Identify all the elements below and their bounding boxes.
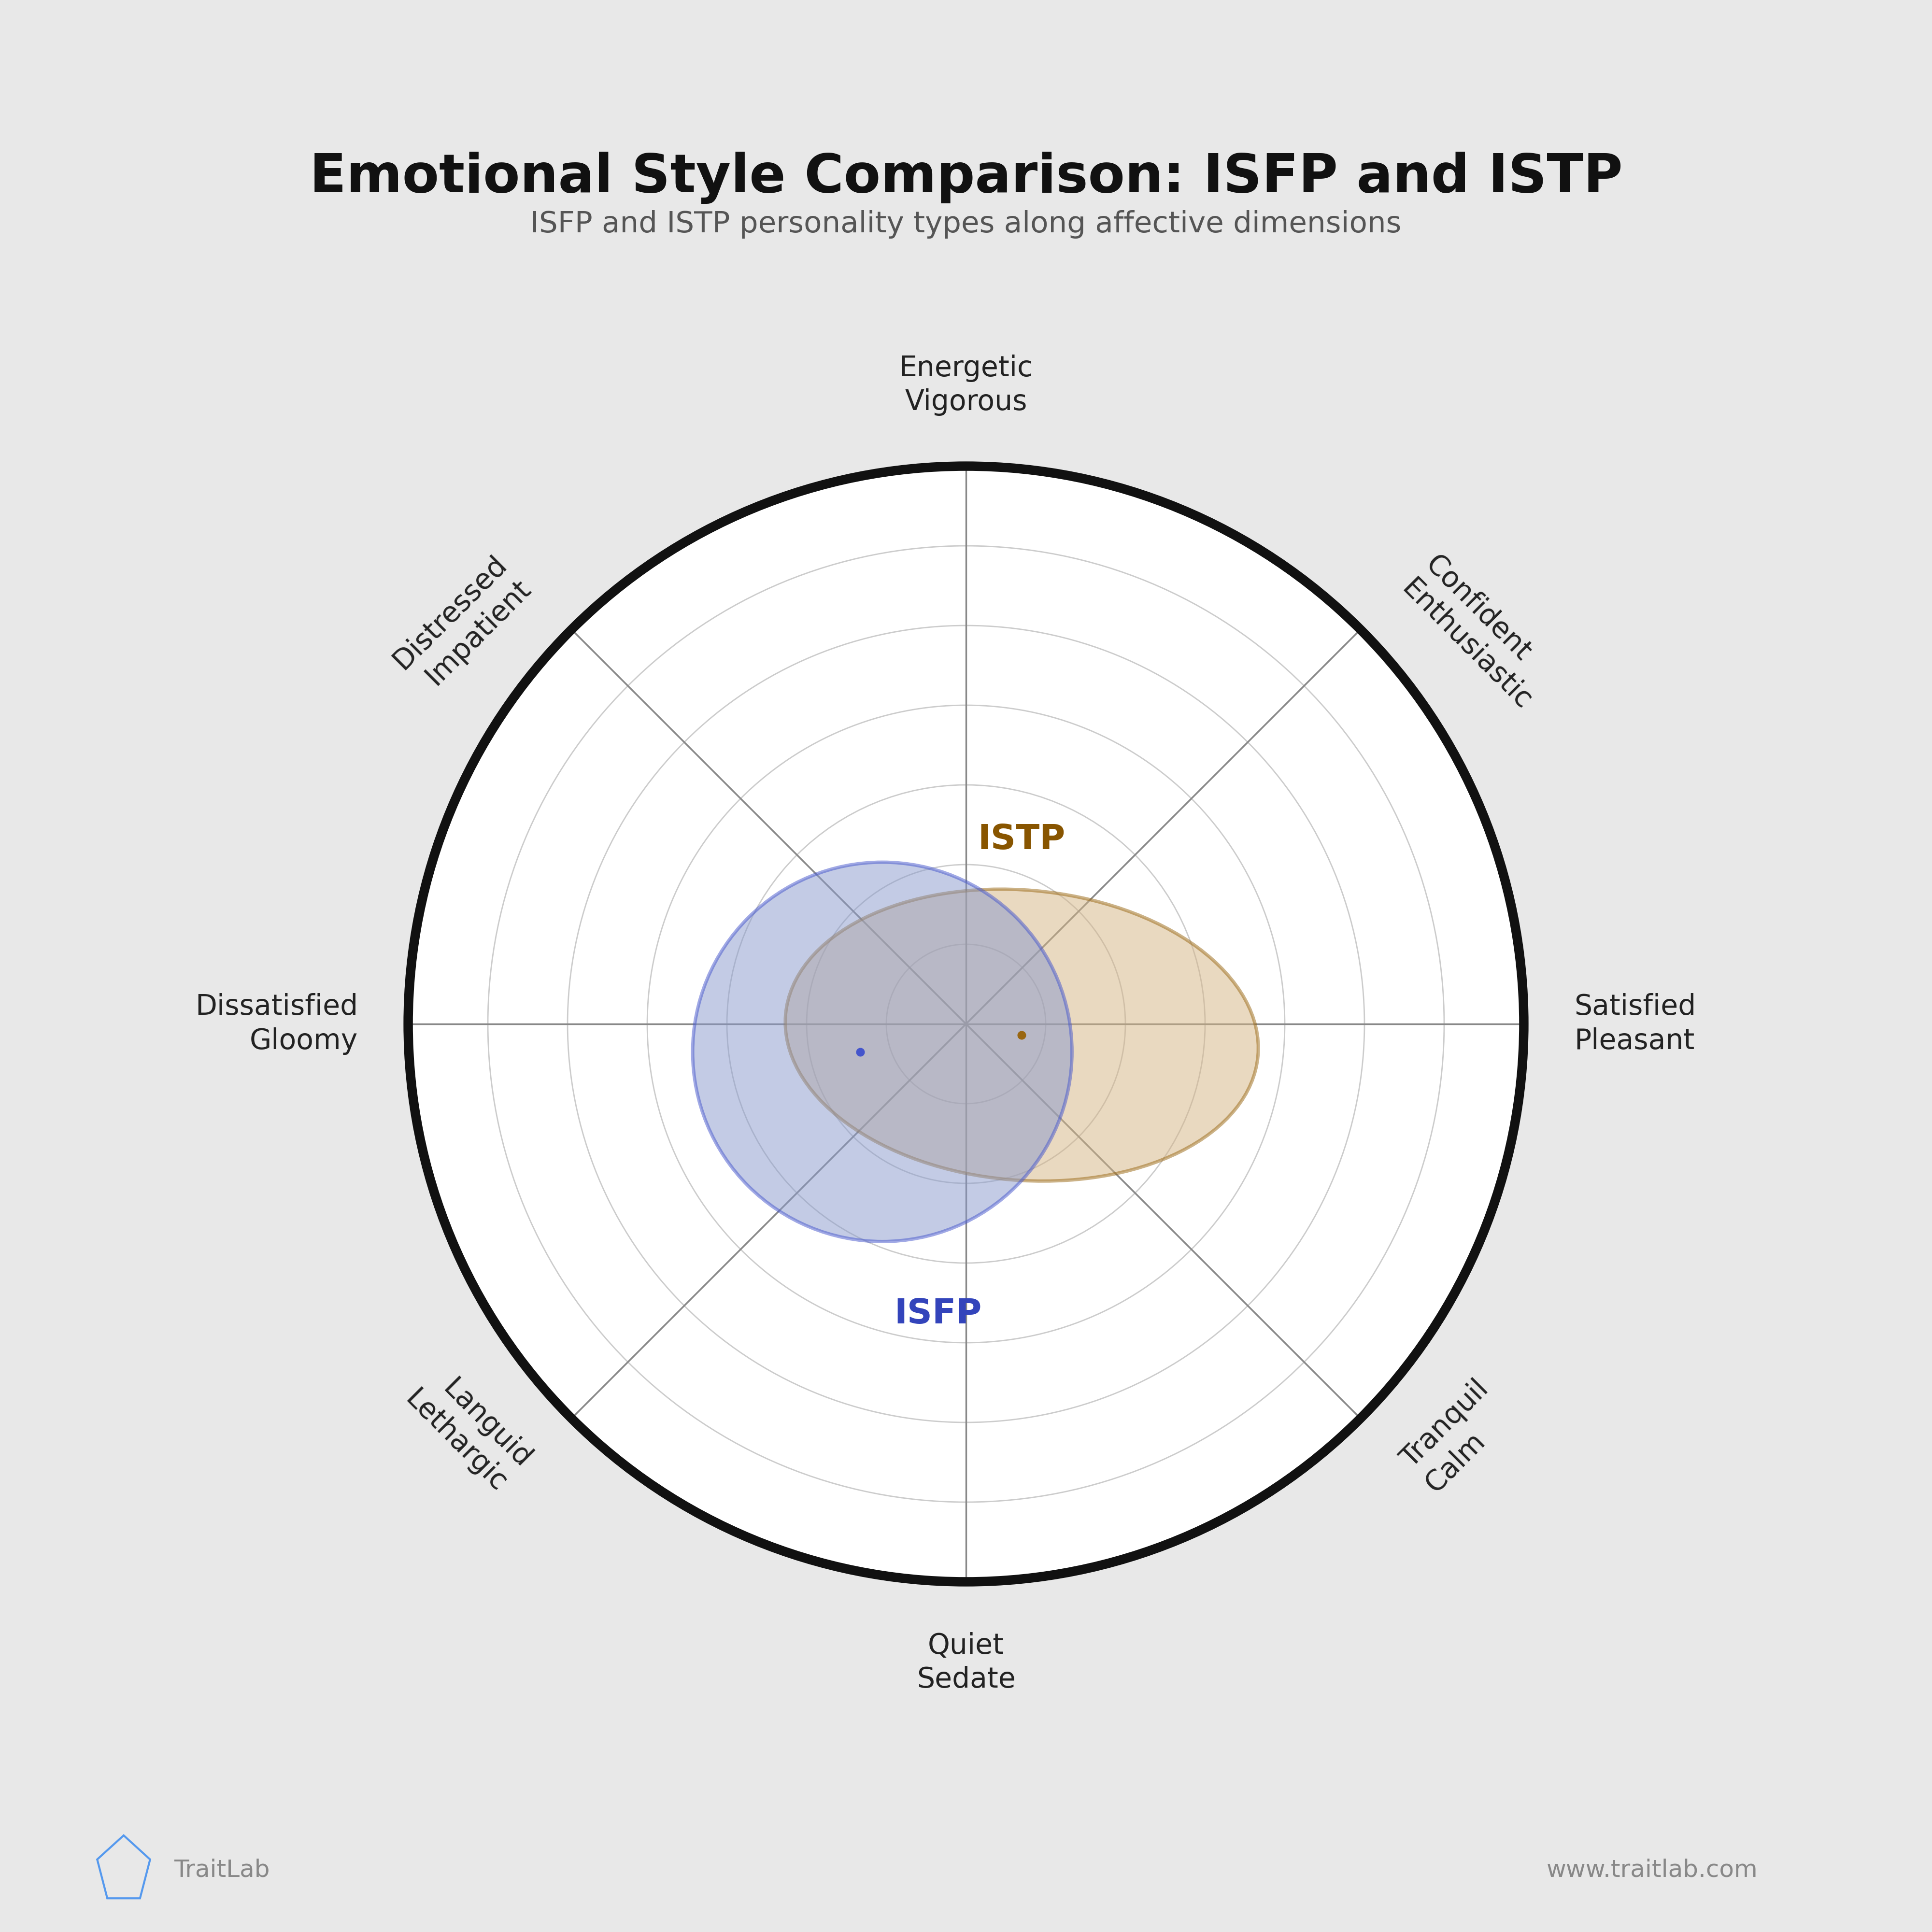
Text: www.traitlab.com: www.traitlab.com [1548,1859,1758,1882]
Text: Confident
Enthusiastic: Confident Enthusiastic [1397,551,1561,715]
Ellipse shape [784,889,1258,1180]
Text: Languid
Lethargic: Languid Lethargic [400,1362,535,1497]
Text: Energetic
Vigorous: Energetic Vigorous [898,354,1034,415]
Text: ISTP: ISTP [978,823,1066,856]
Text: Distressed
Impatient: Distressed Impatient [388,551,535,699]
Text: ISFP: ISFP [895,1298,981,1331]
Text: ISFP and ISTP personality types along affective dimensions: ISFP and ISTP personality types along af… [531,211,1401,238]
Text: TraitLab: TraitLab [174,1859,270,1882]
Ellipse shape [694,862,1072,1242]
Text: Quiet
Sedate: Quiet Sedate [916,1633,1016,1694]
Text: Tranquil
Calm: Tranquil Calm [1397,1376,1519,1497]
Text: Dissatisfied
Gloomy: Dissatisfied Gloomy [195,993,357,1055]
Circle shape [408,466,1524,1582]
Text: Emotional Style Comparison: ISFP and ISTP: Emotional Style Comparison: ISFP and IST… [309,153,1623,203]
Text: Satisfied
Pleasant: Satisfied Pleasant [1575,993,1696,1055]
